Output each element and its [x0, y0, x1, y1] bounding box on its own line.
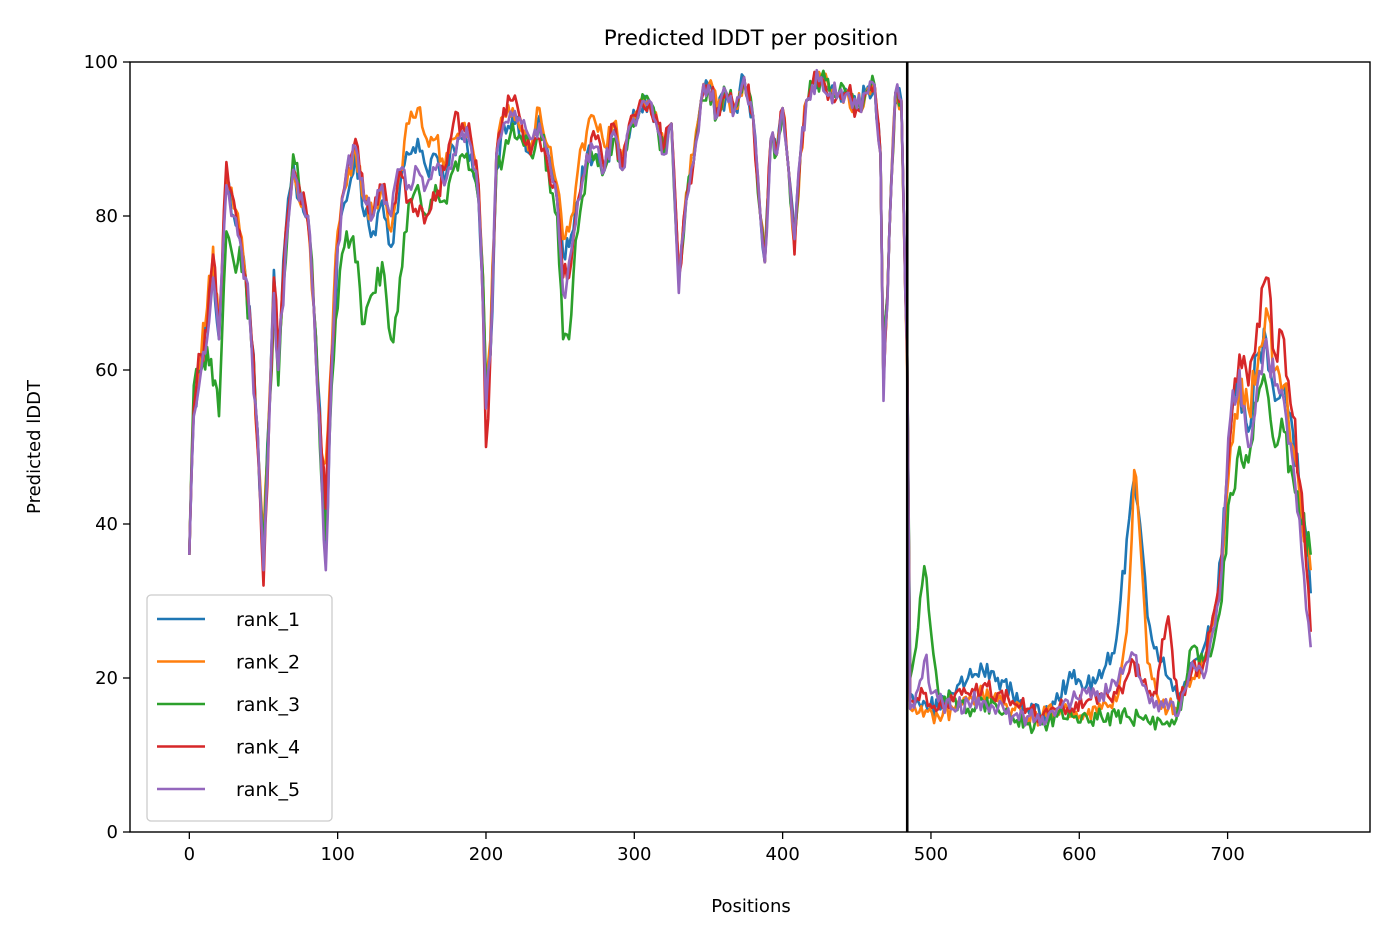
axes-frame [129, 61, 1371, 833]
series-line-rank_2 [188, 70, 1312, 727]
x-tick-label: 400 [765, 844, 799, 865]
y-axis-label: Predicted lDDT [24, 379, 45, 514]
legend-label-rank_3: rank_3 [236, 694, 300, 716]
y-tick-label: 40 [95, 514, 118, 535]
x-tick-label: 700 [1210, 844, 1244, 865]
x-tick-label: 600 [1062, 844, 1096, 865]
legend-label-rank_4: rank_4 [236, 737, 300, 759]
y-tick-label: 60 [95, 360, 118, 381]
x-axis-label: Positions [711, 896, 790, 917]
x-tick-label: 500 [914, 844, 948, 865]
y-tick-label: 80 [95, 206, 118, 227]
x-tick-label: 100 [320, 844, 354, 865]
legend-box [146, 594, 333, 822]
plot-area: 0 100 200 300 400 500 600 700 0 20 40 60 80 100 rank_1… [84, 52, 1371, 865]
y-tick-label: 100 [84, 52, 118, 73]
y-tick-label: 20 [95, 668, 118, 689]
x-tick-label: 300 [617, 844, 651, 865]
legend-label-rank_5: rank_5 [236, 779, 300, 801]
chart-title: Predicted lDDT per position [604, 26, 899, 51]
series-line-rank_5 [188, 68, 1312, 727]
x-tick-label: 0 [184, 844, 195, 865]
y-tick-label: 0 [107, 822, 118, 843]
legend-label-rank_2: rank_2 [236, 652, 300, 674]
x-tick-label: 200 [469, 844, 503, 865]
legend-label-rank_1: rank_1 [236, 609, 300, 631]
